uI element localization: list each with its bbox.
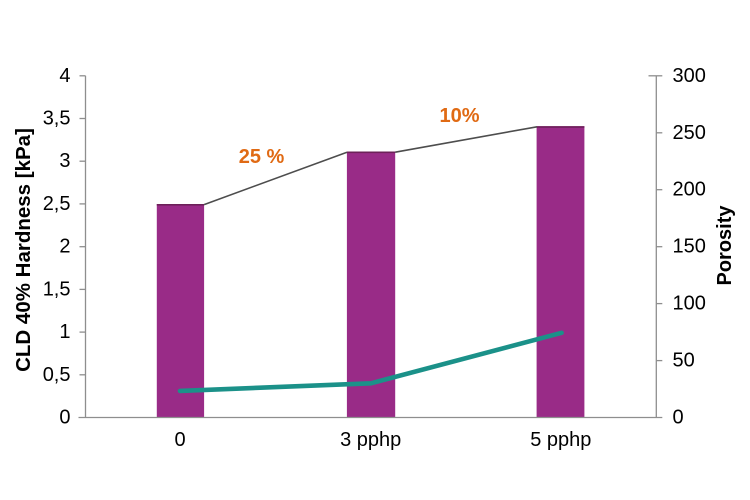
svg-text:1,5: 1,5 (43, 278, 71, 300)
svg-text:1: 1 (59, 321, 70, 343)
svg-text:0: 0 (174, 429, 185, 451)
svg-text:3 pphp: 3 pphp (340, 429, 401, 451)
svg-text:Porosity: Porosity (714, 205, 736, 286)
svg-text:50: 50 (673, 350, 695, 372)
svg-text:2: 2 (59, 236, 70, 258)
svg-text:250: 250 (673, 122, 706, 144)
svg-text:10%: 10% (439, 105, 479, 127)
svg-text:0,5: 0,5 (43, 364, 71, 386)
svg-text:25 %: 25 % (239, 146, 285, 168)
svg-text:3: 3 (59, 150, 70, 172)
svg-text:0: 0 (673, 407, 684, 429)
svg-text:2,5: 2,5 (43, 193, 71, 215)
svg-text:150: 150 (673, 236, 706, 258)
svg-text:3,5: 3,5 (43, 108, 71, 130)
svg-text:CLD 40% Hardness [kPa]: CLD 40% Hardness [kPa] (12, 128, 35, 372)
svg-text:300: 300 (673, 65, 706, 87)
svg-text:200: 200 (673, 179, 706, 201)
svg-text:5 pphp: 5 pphp (530, 429, 591, 451)
svg-text:4: 4 (59, 65, 70, 87)
svg-text:0: 0 (59, 407, 70, 429)
svg-text:100: 100 (673, 293, 706, 315)
